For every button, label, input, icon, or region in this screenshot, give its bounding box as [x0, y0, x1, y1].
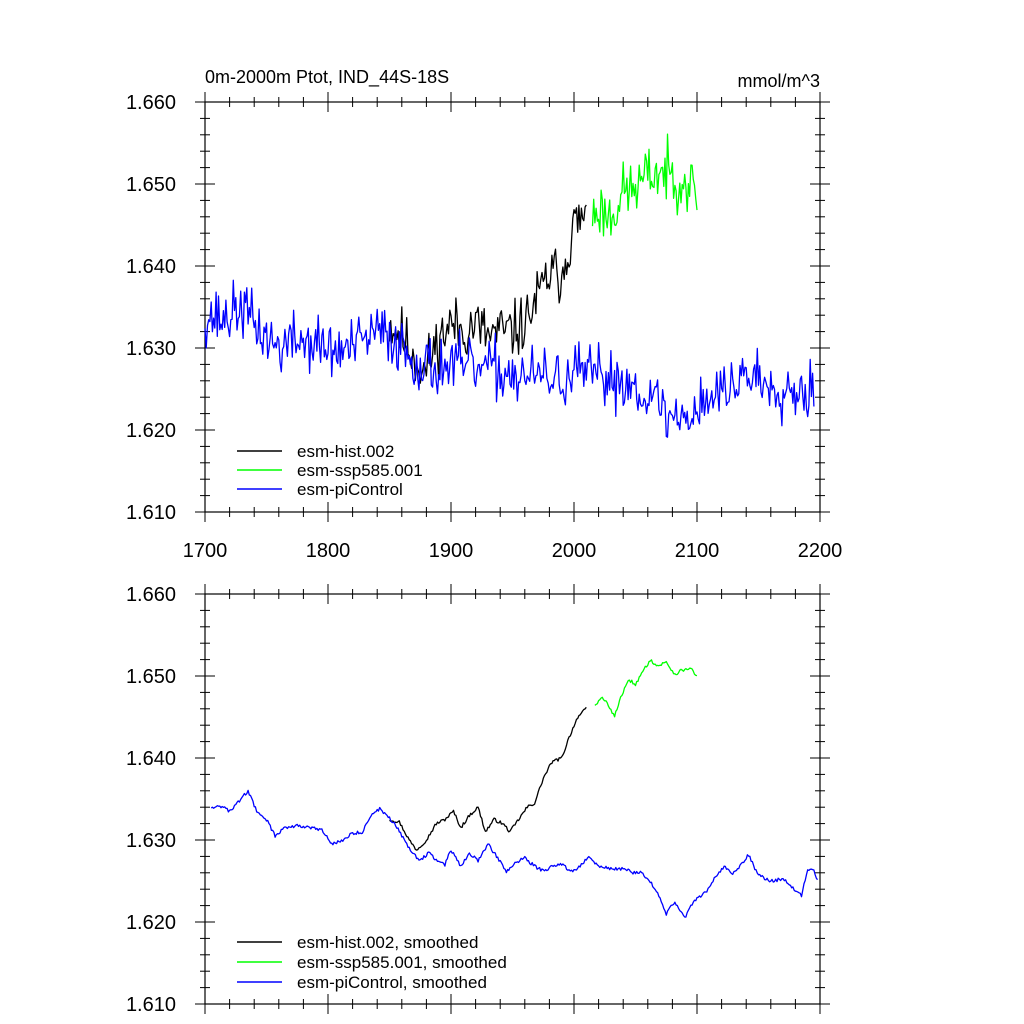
- bottom-panel: 1.610 1.620 1.630 1.640 1.650 1.660 esm-hist.…: [126, 584, 830, 1016]
- y-tick-label: 1.630: [126, 830, 176, 852]
- axis-ticks: [195, 92, 830, 522]
- legend-label: esm-hist.002, smoothed: [297, 933, 478, 952]
- series-line-2: [591, 133, 698, 237]
- data-lines: [204, 133, 815, 438]
- x-tick-label: 2000: [552, 540, 597, 562]
- y-tick-labels: 1.610 1.620 1.630 1.640 1.650 1.660: [126, 92, 176, 524]
- y-tick-label: 1.660: [126, 92, 176, 114]
- y-tick-label: 1.660: [126, 584, 176, 606]
- y-tick-label: 1.630: [126, 338, 176, 360]
- x-tick-label: 1700: [183, 540, 228, 562]
- y-tick-labels: 1.610 1.620 1.630 1.640 1.650 1.660: [126, 584, 176, 1016]
- y-tick-label: 1.650: [126, 666, 176, 688]
- series-line-3: [204, 279, 815, 438]
- x-tick-label: 2200: [798, 540, 843, 562]
- top-panel: 0m-2000m Ptot, IND_44S-18S mmol/m^3 1700…: [126, 67, 842, 562]
- legend-label: esm-ssp585.001: [297, 461, 423, 480]
- x-tick-label: 1900: [429, 540, 474, 562]
- y-tick-label: 1.620: [126, 420, 176, 442]
- series-line-1: [389, 706, 587, 851]
- series-line-2: [594, 659, 698, 718]
- series-line-3: [210, 789, 819, 918]
- y-tick-label: 1.620: [126, 912, 176, 934]
- x-tick-label: 1800: [306, 540, 351, 562]
- y-tick-label: 1.640: [126, 256, 176, 278]
- x-tick-labels: 1700 1800 1900 2000 2100 2200: [183, 540, 843, 562]
- y-tick-label: 1.610: [126, 994, 176, 1016]
- plot-frame: [204, 593, 821, 1005]
- plot-frame: [204, 101, 821, 513]
- axis-ticks: [195, 584, 830, 1014]
- y-tick-label: 1.610: [126, 502, 176, 524]
- y-tick-label: 1.650: [126, 174, 176, 196]
- y-tick-label: 1.640: [126, 748, 176, 770]
- legend-label: esm-piControl, smoothed: [297, 973, 487, 992]
- legend-label: esm-piControl: [297, 480, 403, 499]
- legend-label: esm-hist.002: [297, 442, 394, 461]
- legend-label: esm-ssp585.001, smoothed: [297, 953, 507, 972]
- units-label: mmol/m^3: [738, 71, 820, 91]
- data-lines: [210, 659, 819, 918]
- x-tick-label: 2100: [675, 540, 720, 562]
- series-line-1: [388, 204, 587, 384]
- chart-title: 0m-2000m Ptot, IND_44S-18S: [205, 67, 449, 88]
